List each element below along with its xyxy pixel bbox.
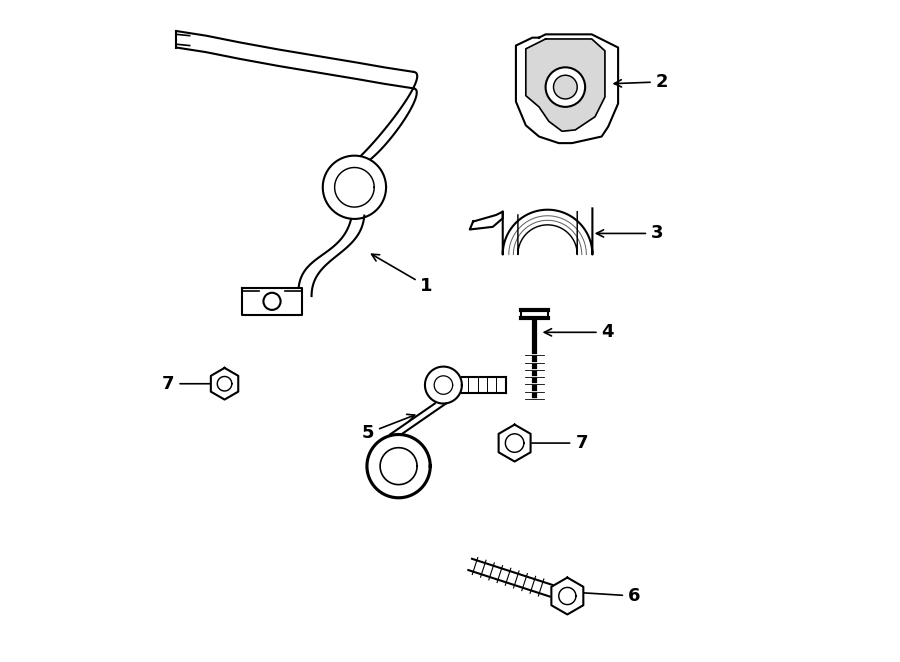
Polygon shape [503,209,592,254]
Polygon shape [299,216,364,296]
Text: 5: 5 [362,414,415,442]
Polygon shape [526,39,605,131]
Polygon shape [499,424,531,461]
Text: 4: 4 [544,323,614,342]
Text: 1: 1 [372,254,433,295]
Polygon shape [552,577,583,614]
Polygon shape [367,434,430,498]
Circle shape [264,293,281,310]
Polygon shape [470,212,503,230]
Text: 3: 3 [597,224,663,242]
Polygon shape [176,31,414,89]
Circle shape [554,75,577,99]
Polygon shape [462,377,506,393]
Text: 2: 2 [614,73,668,91]
Text: 6: 6 [564,587,641,605]
Polygon shape [211,368,239,400]
Polygon shape [425,367,462,404]
Polygon shape [242,288,302,314]
Polygon shape [516,34,618,143]
Text: 7: 7 [162,375,220,393]
Polygon shape [361,72,418,159]
Text: 7: 7 [519,434,588,452]
Circle shape [545,68,585,107]
